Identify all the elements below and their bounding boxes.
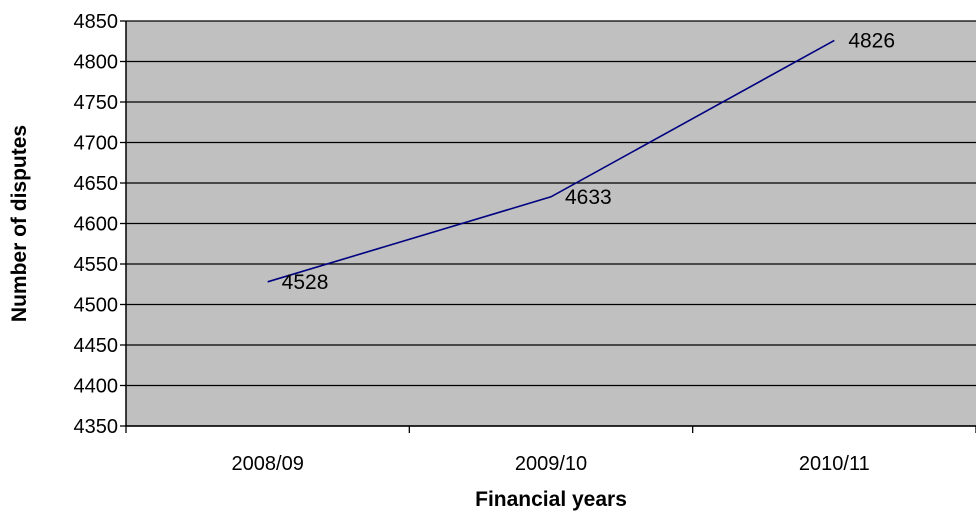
gridlines (126, 20, 976, 427)
data-label: 4826 (848, 29, 895, 52)
series-group (267, 39, 835, 283)
y-tick-label: 4400 (74, 376, 119, 398)
y-tick-label: 4550 (74, 254, 119, 276)
y-tick-label: 4800 (74, 52, 119, 74)
y-tick-label: 4600 (74, 214, 119, 236)
y-tick-label: 4450 (74, 335, 119, 357)
y-tick-label: 4850 (74, 11, 119, 33)
y-tick-label: 4750 (74, 92, 119, 114)
data-label: 4633 (565, 186, 612, 209)
y-axis-ticks: 4350 4400 4450 4500 4550 4600 4650 4700 4750 4800… (74, 11, 126, 438)
y-tick-label: 4500 (74, 295, 119, 317)
y-tick-label: 4350 (74, 416, 119, 438)
x-axis-ticks: 2008/09 2009/10 2010/11 (125, 426, 976, 475)
data-labels: 4528 4633 4826 (282, 29, 895, 293)
y-tick-label: 4700 (74, 133, 119, 155)
x-tick-label: 2009/10 (515, 453, 587, 475)
y-axis-title: Number of disputes (8, 125, 31, 322)
y-tick-label: 4650 (74, 173, 119, 195)
x-tick-label: 2008/09 (232, 453, 304, 475)
x-axis-title: Financial years (475, 488, 627, 511)
x-tick-label: 2010/11 (799, 453, 870, 475)
data-label: 4528 (282, 271, 329, 294)
